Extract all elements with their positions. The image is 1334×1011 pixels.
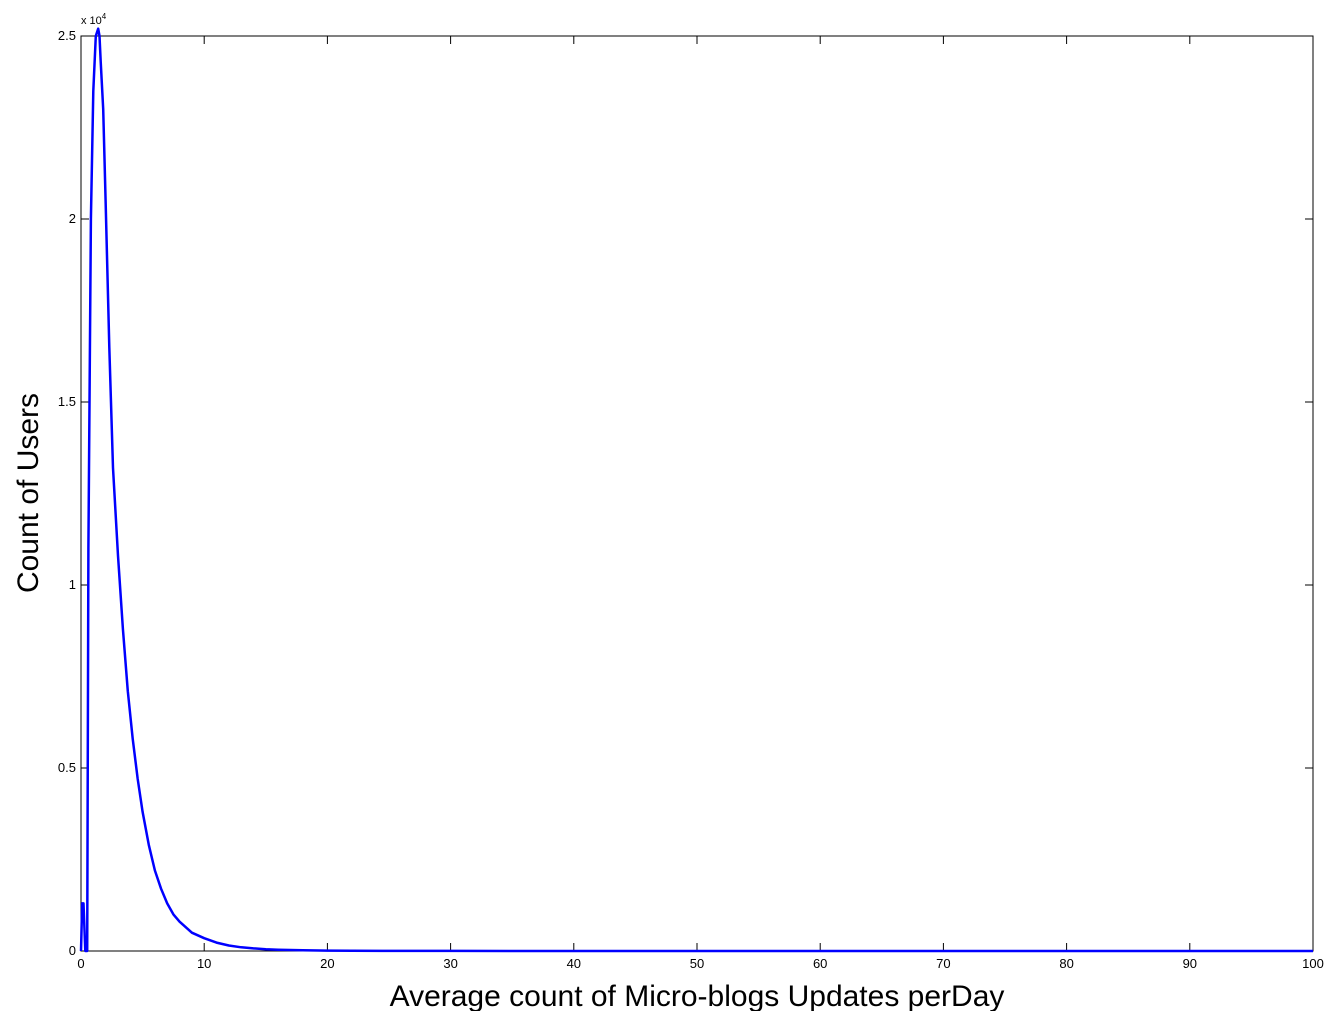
x-tick-label: 20 <box>320 956 334 971</box>
y-scale-base: x 10 <box>81 15 102 27</box>
y-tick-label: 0 <box>69 943 76 958</box>
x-tick-label: 30 <box>443 956 457 971</box>
plot-area <box>80 35 1314 952</box>
series-layer <box>79 27 1313 953</box>
y-scale-multiplier: x 104 <box>81 12 107 27</box>
x-tick-label: 70 <box>936 956 950 971</box>
x-axis-label: Average count of Micro-blogs Updates per… <box>390 980 1005 1011</box>
x-tick-label: 40 <box>567 956 581 971</box>
y-tick-label: 2 <box>69 211 76 226</box>
x-tick-label: 60 <box>813 956 827 971</box>
y-scale-exponent: 4 <box>102 12 107 21</box>
x-tick-label: 90 <box>1183 956 1197 971</box>
y-tick-label: 0.5 <box>58 760 76 775</box>
y-axis-ticks: 0 0.5 1 1.5 2 2.5 <box>58 28 1313 958</box>
y-tick-label: 1.5 <box>58 394 76 409</box>
x-tick-label: 50 <box>690 956 704 971</box>
x-tick-label: 10 <box>197 956 211 971</box>
x-axis-ticks: 0 10 20 30 40 50 60 70 80 90 100 <box>77 36 1324 971</box>
x-tick-label: 80 <box>1059 956 1073 971</box>
y-tick-label: 2.5 <box>58 28 76 43</box>
x-tick-label: 0 <box>77 956 84 971</box>
y-axis-label: Count of Users <box>12 393 45 593</box>
y-tick-label: 1 <box>69 577 76 592</box>
x-tick-label: 100 <box>1302 956 1324 971</box>
series-line <box>79 27 1313 953</box>
